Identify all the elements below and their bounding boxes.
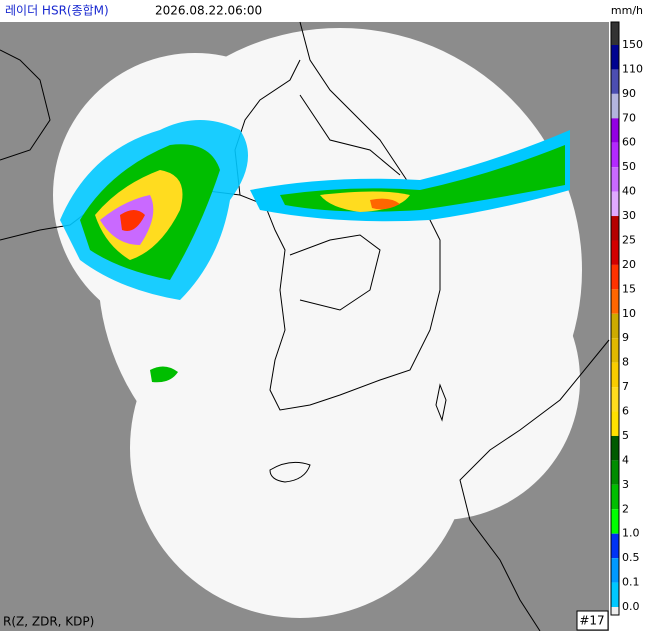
frame-box bbox=[576, 610, 609, 631]
legend-swatch bbox=[611, 484, 619, 510]
method: R(Z, ZDR, KDP) bbox=[3, 615, 94, 629]
legend-swatch bbox=[611, 313, 619, 339]
legend-label: 20 bbox=[622, 258, 636, 271]
legend-label: 40 bbox=[622, 185, 636, 198]
legend-swatch bbox=[611, 338, 619, 363]
legend-label: 9 bbox=[622, 331, 629, 344]
legend-label: 0.1 bbox=[622, 576, 640, 589]
legend-swatch bbox=[611, 69, 619, 94]
legend-swatch bbox=[611, 460, 619, 485]
legend-label: 8 bbox=[622, 356, 629, 369]
legend-label: 1.0 bbox=[622, 527, 640, 540]
legend-swatch bbox=[611, 607, 619, 615]
legend-label: 60 bbox=[622, 136, 636, 149]
legend-label: 7 bbox=[622, 380, 629, 393]
legend-frame bbox=[610, 21, 620, 616]
frame: #17 bbox=[579, 614, 604, 628]
legend-swatch bbox=[611, 118, 619, 143]
legend-swatch bbox=[611, 22, 619, 45]
legend: 150 110 90 70 60 50 40 30 25 20 15 10 9 8 7 6 5 4 3 2 1.0 0.5… bbox=[610, 21, 643, 616]
legend-label: 30 bbox=[622, 209, 636, 222]
legend-label: 0.5 bbox=[622, 551, 640, 564]
legend-swatch bbox=[611, 509, 619, 534]
legend-label: 110 bbox=[622, 62, 643, 75]
legend-swatch bbox=[611, 167, 619, 192]
title: 레이더 HSR(종합M) bbox=[5, 4, 109, 18]
legend-label: 6 bbox=[622, 405, 629, 418]
legend-swatch bbox=[611, 142, 619, 168]
legend-swatch bbox=[611, 411, 619, 436]
legend-swatch bbox=[611, 289, 619, 314]
legend-label: 0.0 bbox=[622, 600, 640, 613]
legend-swatch bbox=[611, 264, 619, 290]
legend-swatch bbox=[611, 387, 619, 412]
legend-swatch bbox=[611, 216, 619, 241]
legend-label: 25 bbox=[622, 233, 636, 246]
unit: mm/h bbox=[611, 4, 643, 17]
legend-swatch bbox=[611, 93, 619, 119]
legend-label: 50 bbox=[622, 160, 636, 173]
legend-swatch bbox=[611, 558, 619, 583]
legend-swatch bbox=[611, 582, 619, 607]
legend-swatch bbox=[611, 362, 619, 388]
legend-label: 3 bbox=[622, 478, 629, 491]
legend-label: 90 bbox=[622, 87, 636, 100]
legend-swatch bbox=[611, 45, 619, 70]
legend-swatch bbox=[611, 533, 619, 559]
legend-label: 15 bbox=[622, 282, 636, 295]
precipitation bbox=[60, 120, 570, 383]
legend-label: 4 bbox=[622, 453, 629, 466]
legend-label: 150 bbox=[622, 38, 643, 51]
legend-label: 70 bbox=[622, 111, 636, 124]
legend-label: 5 bbox=[622, 429, 629, 442]
legend-label: 2 bbox=[622, 502, 629, 515]
legend-swatch bbox=[611, 240, 619, 265]
legend-label: 10 bbox=[622, 307, 636, 320]
datetime: 2026.08.22.06:00 bbox=[155, 4, 262, 18]
legend-swatch bbox=[611, 191, 619, 217]
legend-swatch bbox=[611, 435, 619, 461]
